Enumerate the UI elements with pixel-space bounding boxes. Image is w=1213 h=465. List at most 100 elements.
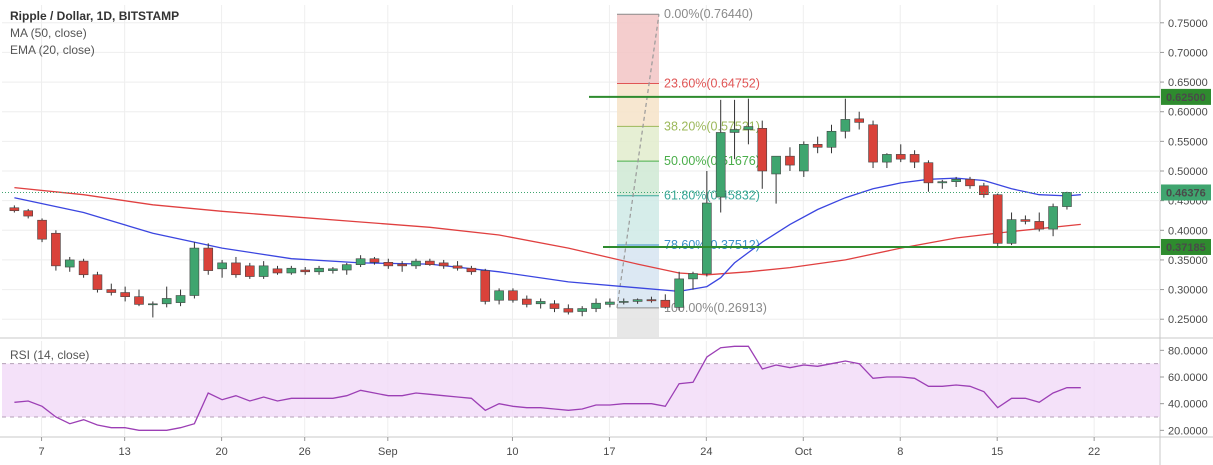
candle-body-up — [798, 144, 809, 172]
axes: 7 13 20 26 Sep 10 17 24 Oct 8 15 22 0.25000 0.30000 0.… — [38, 18, 1211, 458]
candle-body-up — [189, 247, 200, 296]
candle-body-up — [826, 130, 837, 148]
price-marker-bg — [1161, 88, 1211, 105]
fib-zone — [617, 83, 659, 127]
fib-zone — [617, 126, 659, 162]
candle — [798, 141, 809, 177]
x-tick-label: 20 — [215, 446, 227, 458]
candle-body-down — [203, 247, 214, 271]
candle-body-down — [992, 194, 1003, 244]
candle-body-up — [535, 301, 546, 305]
candle-body-down — [51, 232, 61, 267]
ma-legend: MA (50, close) — [10, 26, 87, 40]
candle-body-down — [272, 268, 283, 274]
candle-body-up — [632, 299, 643, 302]
x-tick-label: 17 — [603, 446, 615, 458]
candle — [369, 256, 380, 265]
x-tick-label: 8 — [897, 446, 903, 458]
candle-body-down — [1020, 219, 1031, 222]
fib-level-label: 50.00%(0.51676) — [664, 154, 760, 168]
y-tick-label: 0.25000 — [1168, 314, 1208, 326]
candle — [508, 288, 518, 303]
candle — [674, 271, 684, 311]
y-tick-label: 0.35000 — [1168, 255, 1208, 267]
candle-body-down — [383, 261, 394, 267]
candle-body-up — [258, 265, 269, 277]
candle-body-up — [605, 301, 615, 305]
candle-body-down — [895, 154, 906, 160]
x-tick-label: 24 — [700, 446, 712, 458]
candle — [1048, 203, 1058, 237]
y-tick-label: 0.65000 — [1168, 77, 1208, 89]
candle-body-down — [397, 263, 407, 267]
candle — [965, 176, 975, 189]
candle — [632, 298, 643, 304]
x-tick-label: 13 — [119, 446, 131, 458]
candle — [909, 150, 920, 169]
candle-body-down — [106, 289, 117, 293]
candle — [425, 258, 435, 266]
candle-body-up — [729, 129, 740, 133]
moving-averages — [14, 177, 1081, 293]
candle — [729, 99, 740, 160]
candle — [51, 230, 61, 271]
candle-body-up — [618, 301, 629, 303]
candlesticks[interactable] — [9, 98, 1072, 318]
candle — [272, 265, 283, 275]
x-tick-label: 10 — [506, 446, 518, 458]
candle-body-up — [951, 179, 961, 182]
y-tick-label: 0.70000 — [1168, 47, 1208, 59]
candle-body-down — [120, 292, 130, 297]
candle — [826, 124, 837, 154]
candle-body-up — [715, 132, 726, 198]
candle — [868, 120, 878, 169]
candle-body-down — [812, 144, 823, 148]
fibonacci-retracement: 0.00%(0.76440)23.60%(0.64752)38.20%(0.57… — [616, 7, 767, 337]
candle — [134, 289, 144, 307]
candle — [979, 182, 989, 198]
candle — [535, 298, 546, 309]
rsi-tick-label: 20.0000 — [1168, 425, 1208, 437]
candle — [411, 258, 421, 269]
candle-body-up — [882, 154, 892, 163]
candle — [120, 286, 130, 302]
candle — [854, 111, 865, 130]
x-tick-label: 15 — [991, 446, 1003, 458]
candle — [217, 259, 227, 278]
candle — [660, 294, 671, 309]
rsi-pane — [2, 345, 1160, 431]
candle-body-down — [134, 296, 144, 305]
candle — [923, 160, 934, 192]
candle — [175, 289, 186, 307]
candle — [148, 301, 158, 318]
candle — [314, 265, 324, 275]
candle-body-up — [771, 155, 781, 175]
candle-body-down — [909, 154, 920, 163]
candle-body-down — [785, 155, 795, 166]
price-marker-bg — [1161, 184, 1211, 201]
candle — [78, 258, 89, 278]
candle — [812, 136, 823, 154]
candle — [591, 298, 601, 313]
candle — [64, 256, 75, 272]
candle — [605, 298, 615, 308]
price-axis-marker: 0.37185 — [1161, 238, 1211, 255]
candle — [286, 265, 297, 275]
price-axis-marker: 0.46376 — [1161, 184, 1211, 201]
candle-body-up — [148, 303, 158, 306]
candle — [245, 262, 255, 279]
candle — [494, 288, 504, 305]
rsi-legend: RSI (14, close) — [10, 348, 90, 362]
candle-body-down — [78, 260, 89, 276]
support-resistance-lines — [2, 95, 1160, 248]
candle — [355, 255, 366, 268]
candle — [258, 261, 269, 279]
candle-body-up — [591, 302, 601, 309]
candle-body-down — [37, 219, 47, 240]
candle — [1020, 215, 1031, 225]
candle-body-down — [452, 265, 463, 269]
candle — [328, 267, 338, 274]
fib-trend-line — [616, 14, 660, 308]
candle-body-down — [660, 299, 671, 308]
